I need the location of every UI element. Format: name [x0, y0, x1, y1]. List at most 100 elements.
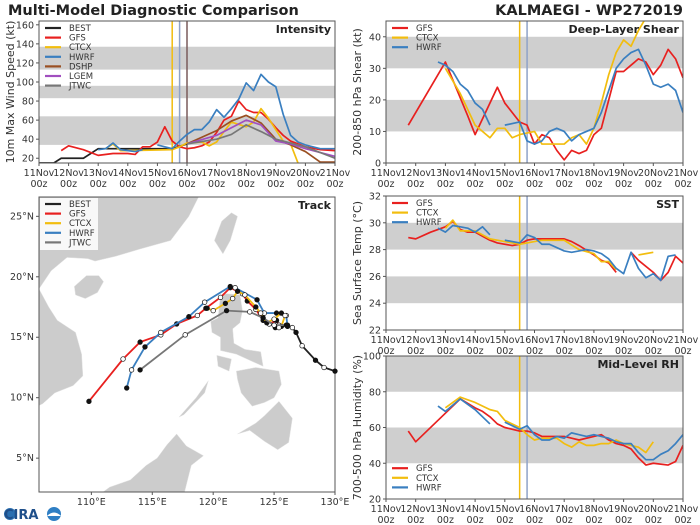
legend-label-best: BEST: [69, 24, 92, 34]
track-point: [137, 367, 143, 373]
x-tick-day: 18Nov: [579, 504, 610, 515]
x-tick-day: 15Nov: [489, 335, 520, 346]
shaded-band: [386, 356, 683, 392]
x-tick-hour: 00z: [526, 515, 543, 525]
land-mindanao: [237, 400, 293, 450]
sst-panel: 11Nov00z12Nov00z13Nov00z14Nov00z15Nov00z…: [351, 192, 699, 358]
x-tick-hour: 00z: [645, 346, 662, 357]
y-tick-label: 10: [369, 127, 381, 138]
y-tick-label: 20°N: [10, 272, 34, 283]
track-point: [253, 304, 259, 310]
y-tick-label: 10°N: [10, 393, 34, 404]
x-tick-hour: 00z: [377, 515, 394, 525]
track-point: [332, 368, 338, 374]
x-tick-day: 11Nov: [24, 168, 55, 179]
legend-label-ctcx: CTCX: [69, 219, 92, 229]
x-tick-day: 21Nov: [668, 168, 699, 179]
x-tick-day: 12Nov: [400, 335, 431, 346]
x-tick-day: 11Nov: [371, 504, 402, 515]
y-tick-label: 40: [22, 135, 34, 146]
series-line-hwrf: [437, 398, 491, 425]
x-tick-hour: 00z: [496, 515, 513, 525]
land-borneo: [102, 433, 204, 492]
x-tick-day: 20Nov: [638, 335, 669, 346]
series-line-gfs: [407, 398, 683, 466]
track-point: [260, 315, 266, 321]
series-layer: [407, 396, 683, 466]
legend-label-lgem: LGEM: [69, 72, 93, 82]
x-tick-hour: 00z: [377, 346, 394, 357]
track-point: [217, 294, 224, 300]
x-tick-day: 16Nov: [519, 504, 550, 515]
y-tick-label: 120: [16, 58, 34, 69]
x-tick-hour: 00z: [208, 179, 225, 190]
shaded-band: [386, 276, 683, 304]
y-tick-label: 5°N: [16, 453, 34, 464]
legend-label-jtwc: JTWC: [68, 238, 91, 248]
x-tick-day: 21Nov: [668, 504, 699, 515]
panel-title: Mid-Level RH: [597, 358, 679, 371]
track-point: [284, 322, 291, 328]
series-line-ctcx: [444, 21, 646, 145]
y-tick-label: 100: [16, 77, 34, 88]
series-line-lgem: [186, 119, 335, 158]
x-tick-hour: 00z: [437, 179, 454, 190]
x-tick-label: 130°E: [321, 497, 350, 508]
legend-label-best: BEST: [69, 200, 92, 210]
y-tick-label: 15°N: [10, 332, 34, 343]
series-line-ctcx: [444, 219, 617, 271]
legend-label-hwrf: HWRF: [69, 53, 95, 63]
legend-label-gfs: GFS: [416, 464, 433, 474]
x-tick-hour: 00z: [526, 346, 543, 357]
figure-title: Multi-Model Diagnostic Comparison: [8, 3, 299, 19]
x-tick-day: 15Nov: [489, 168, 520, 179]
x-tick-hour: 00z: [297, 179, 314, 190]
series-line-hwrf: [504, 421, 683, 461]
x-tick-hour: 00z: [556, 515, 573, 525]
y-axis-label: 700-500 hPa Humidity (%): [351, 355, 364, 500]
x-tick-hour: 00z: [437, 346, 454, 357]
x-tick-day: 13Nov: [430, 335, 461, 346]
y-tick-label: 30: [369, 218, 381, 229]
x-tick-hour: 00z: [585, 346, 602, 357]
track-point: [271, 322, 277, 328]
land-visayas: [236, 367, 282, 407]
x-tick-hour: 00z: [674, 179, 691, 190]
y-tick-label: 25°N: [10, 211, 34, 222]
x-tick-hour: 00z: [496, 179, 513, 190]
series-line-hwrf: [437, 61, 491, 126]
x-tick-day: 20Nov: [638, 504, 669, 515]
shaded-band: [386, 99, 683, 132]
panel-title: SST: [656, 198, 679, 211]
track-point: [230, 295, 236, 302]
legend-label-ctcx: CTCX: [69, 43, 92, 53]
y-tick-label: 140: [16, 39, 34, 50]
series-line-gfs: [60, 100, 335, 157]
x-tick-hour: 00z: [267, 179, 284, 190]
y-tick-label: 24: [369, 299, 381, 310]
legend-label-jtwc: JTWC: [68, 82, 91, 92]
series-layer: [408, 219, 683, 282]
series-line-ctcx: [638, 251, 654, 256]
y-tick-label: 160: [16, 20, 34, 31]
track-panel: 110°E 115°E 120°E 125°E 130°E 5°N 10°N 15°N 20°N…: [10, 196, 350, 508]
x-tick-day: 21Nov: [320, 168, 351, 179]
y-tick-label: 80: [22, 97, 34, 108]
land-mindoro: [216, 355, 232, 372]
x-tick-day: 17Nov: [549, 168, 580, 179]
track-point: [142, 344, 148, 350]
x-tick-hour: 00z: [437, 515, 454, 525]
x-tick-day: 15Nov: [142, 168, 173, 179]
x-tick-day: 14Nov: [112, 168, 143, 179]
rh-panel: 11Nov00z12Nov00z13Nov00z14Nov00z15Nov00z…: [351, 352, 699, 525]
x-tick-hour: 00z: [615, 179, 632, 190]
x-tick-hour: 00z: [326, 179, 343, 190]
x-tick-hour: 00z: [585, 179, 602, 190]
y-axis-label: 10m Max Wind Speed (kt): [4, 21, 17, 164]
y-tick-label: 26: [369, 272, 381, 283]
y-tick-label: 60: [369, 423, 381, 434]
track-point: [242, 292, 248, 298]
track-point: [258, 310, 264, 316]
track-point: [120, 356, 126, 362]
y-tick-label: 28: [369, 245, 381, 256]
